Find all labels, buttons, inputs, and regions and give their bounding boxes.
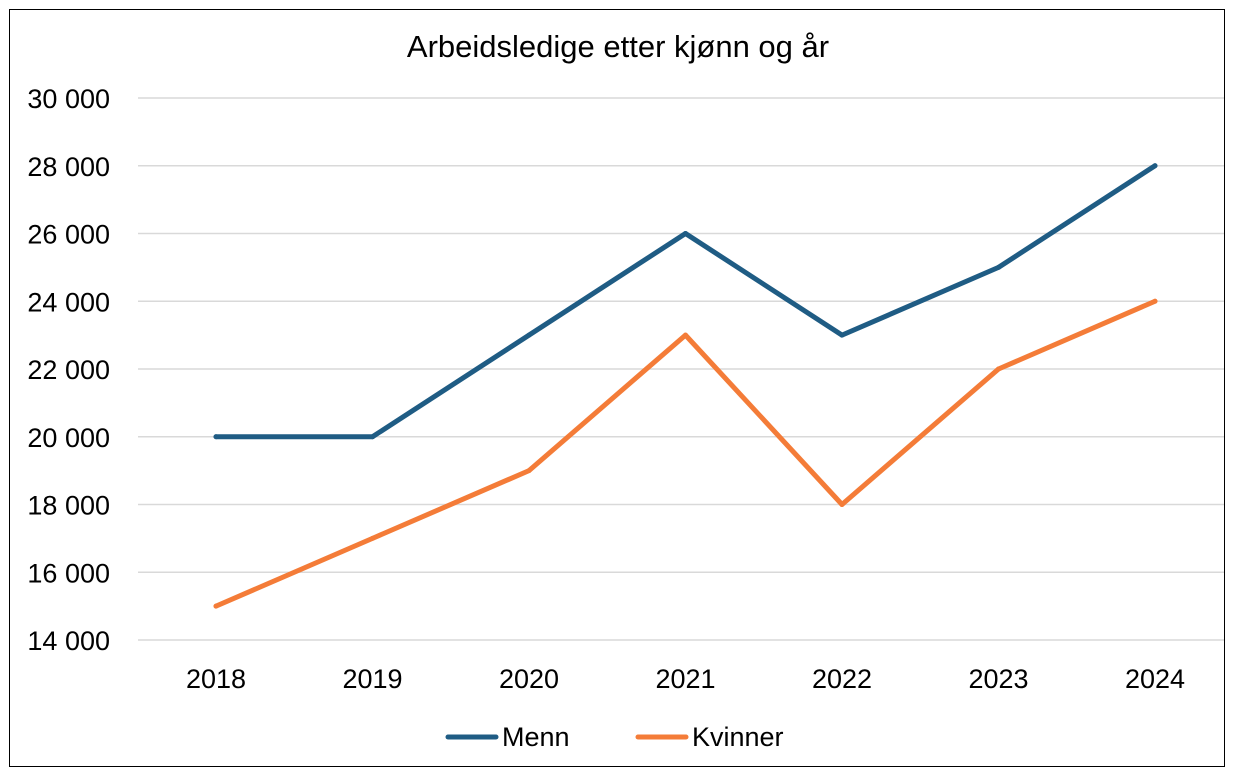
x-tick-label: 2018 — [186, 664, 246, 694]
legend: Menn Kvinner — [445, 722, 784, 752]
legend-label: Kvinner — [692, 722, 784, 752]
y-tick-label: 24 000 — [27, 287, 110, 317]
data-point — [996, 366, 1001, 372]
gridlines — [138, 97, 1224, 641]
data-point — [839, 332, 845, 338]
series-line-kvinner — [213, 298, 1158, 609]
series-lines — [213, 163, 1158, 609]
data-point — [370, 535, 375, 541]
y-tick-label: 20 000 — [27, 423, 110, 453]
y-tick-label: 26 000 — [27, 220, 110, 250]
legend-label: Menn — [502, 722, 570, 752]
x-axis-ticks: 2018 2019 2020 2021 2022 2023 2024 — [186, 664, 1185, 694]
y-tick-label: 30 000 — [27, 84, 110, 114]
data-point — [683, 231, 688, 236]
y-tick-label: 14 000 — [27, 626, 110, 656]
data-point — [1152, 163, 1158, 169]
chart-title: Arbeidsledige etter kjønn og år — [407, 29, 829, 64]
y-tick-label: 18 000 — [27, 491, 110, 521]
x-tick-label: 2019 — [342, 664, 402, 694]
data-point — [213, 603, 219, 609]
y-tick-label: 16 000 — [27, 558, 110, 588]
y-tick-label: 28 000 — [27, 152, 110, 182]
data-point — [213, 434, 219, 440]
data-point — [683, 332, 688, 338]
data-point — [526, 332, 532, 338]
data-point — [839, 502, 845, 507]
x-tick-label: 2024 — [1125, 664, 1185, 694]
x-tick-label: 2020 — [499, 664, 559, 694]
y-axis-ticks: 14 000 16 000 18 000 20 000 22 000 24 000 26 0… — [27, 84, 110, 656]
data-point — [526, 468, 532, 474]
x-tick-label: 2023 — [968, 664, 1028, 694]
data-point — [996, 264, 1001, 270]
x-tick-label: 2022 — [812, 664, 872, 694]
x-tick-label: 2021 — [655, 664, 715, 694]
y-tick-label: 22 000 — [27, 355, 110, 385]
data-point — [370, 434, 375, 440]
data-point — [1152, 298, 1158, 304]
